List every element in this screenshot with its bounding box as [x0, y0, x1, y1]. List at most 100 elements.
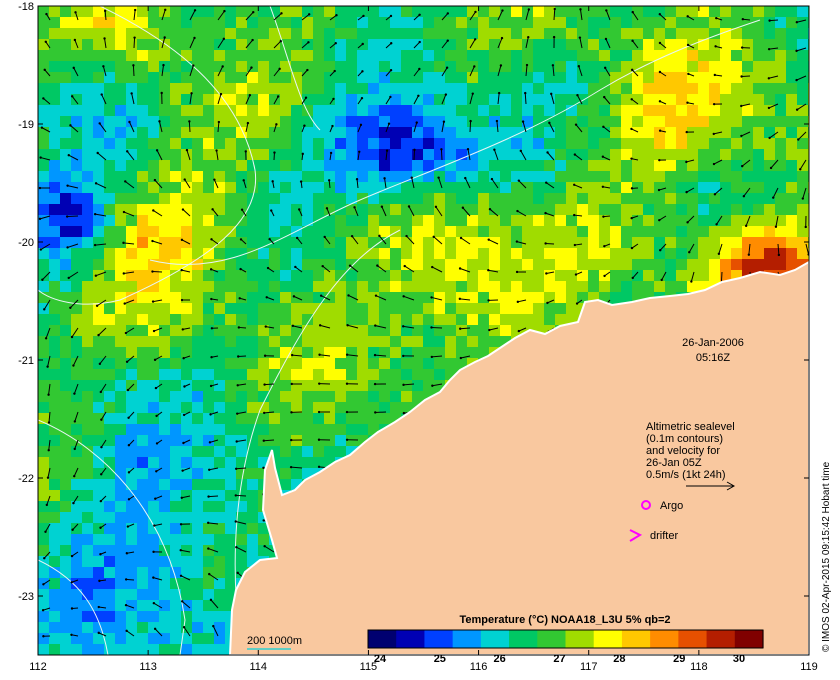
vector-head: [304, 96, 308, 99]
sst-cell: [324, 39, 336, 51]
sst-cell: [302, 160, 314, 172]
sst-cell: [423, 171, 435, 183]
sst-cell: [346, 270, 358, 282]
sst-cell: [654, 83, 666, 95]
sst-cell: [82, 446, 94, 458]
sst-cell: [302, 215, 314, 227]
sst-cell: [764, 116, 776, 128]
sst-cell: [93, 556, 105, 568]
sst-cell: [115, 325, 127, 337]
sst-cell: [423, 50, 435, 62]
sst-cell: [148, 336, 160, 348]
sst-cell: [566, 6, 578, 18]
sst-cell: [412, 292, 424, 304]
sst-cell: [478, 270, 490, 282]
sst-cell: [159, 446, 171, 458]
sst-cell: [247, 380, 259, 392]
vector-head: [552, 35, 556, 39]
sst-cell: [467, 325, 479, 337]
sst-cell: [401, 116, 413, 128]
velocity-vector: [772, 187, 779, 198]
sst-cell: [302, 61, 314, 73]
sst-cell: [434, 292, 446, 304]
sst-cell: [445, 281, 457, 293]
sst-cell: [258, 380, 270, 392]
sst-cell: [49, 226, 61, 238]
sst-cell: [434, 39, 446, 51]
sst-cell: [324, 28, 336, 40]
sst-cell: [38, 347, 50, 359]
velocity-vector: [441, 13, 449, 21]
sst-cell: [357, 171, 369, 183]
sst-cell: [247, 237, 259, 249]
vector-head: [290, 411, 293, 414]
sst-cell: [71, 380, 83, 392]
sst-cell: [412, 215, 424, 227]
sst-cell: [236, 468, 248, 480]
sst-cell: [192, 589, 204, 601]
sst-cell: [170, 281, 182, 293]
sst-cell: [181, 457, 193, 469]
sst-cell: [291, 182, 303, 194]
sst-cell: [698, 105, 710, 117]
vector-head: [812, 307, 814, 309]
sst-cell: [808, 369, 809, 381]
sst-cell: [236, 380, 248, 392]
sst-cell: [126, 556, 138, 568]
sst-cell: [148, 622, 160, 634]
sst-cell: [335, 116, 347, 128]
sst-cell: [522, 149, 534, 161]
sst-cell: [236, 512, 248, 524]
vector-head: [446, 39, 449, 42]
sst-cell: [522, 204, 534, 216]
velocity-vector: [273, 40, 282, 49]
sst-cell: [357, 391, 369, 403]
sst-cell: [181, 545, 193, 557]
sst-cell: [588, 248, 600, 260]
sst-cell: [60, 457, 72, 469]
sst-cell: [192, 127, 204, 139]
vector-head: [799, 168, 802, 171]
sst-cell: [511, 50, 523, 62]
sst-cell: [478, 94, 490, 106]
velocity-vector: [385, 69, 392, 77]
sst-cell: [368, 61, 380, 73]
sst-cell: [698, 160, 710, 172]
sst-cell: [577, 72, 589, 84]
vector-head: [325, 207, 329, 210]
sst-cell: [203, 39, 215, 51]
vector-head: [487, 269, 490, 272]
sst-cell: [82, 182, 94, 194]
sst-cell: [104, 303, 116, 315]
sst-cell: [621, 237, 633, 249]
sst-cell: [566, 193, 578, 205]
sst-cell: [335, 292, 347, 304]
vector-head: [69, 306, 72, 310]
sst-cell: [577, 281, 589, 293]
sst-cell: [544, 28, 556, 40]
sst-cell: [654, 105, 666, 117]
sst-cell: [181, 644, 193, 655]
sst-cell: [192, 556, 204, 568]
sst-cell: [357, 369, 369, 381]
sst-cell: [390, 171, 402, 183]
sst-cell: [126, 391, 138, 403]
sst-cell: [566, 281, 578, 293]
sst-cell: [423, 17, 435, 29]
sst-cell: [137, 94, 149, 106]
sst-cell: [346, 380, 358, 392]
sst-cell: [500, 105, 512, 117]
sst-cell: [753, 28, 765, 40]
sst-cell: [500, 325, 512, 337]
sst-cell: [368, 83, 380, 95]
sst-cell: [533, 193, 545, 205]
sst-cell: [302, 237, 314, 249]
sst-cell: [390, 204, 402, 216]
sst-cell: [225, 72, 237, 84]
sst-cell: [60, 589, 72, 601]
sst-cell: [126, 468, 138, 480]
velocity-vector: [264, 411, 275, 414]
sst-cell: [412, 336, 424, 348]
sst-cell: [357, 248, 369, 260]
sst-cell: [709, 248, 721, 260]
